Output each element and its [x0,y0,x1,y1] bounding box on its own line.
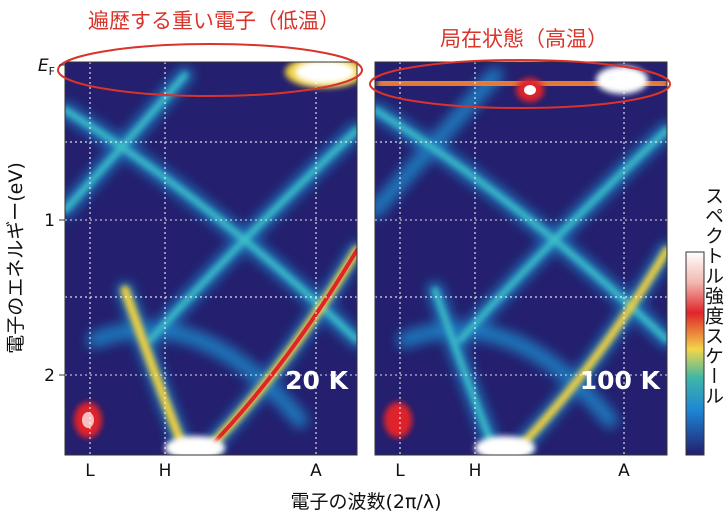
panel-label: 20 K [285,366,349,395]
spectrum-20k [65,56,365,460]
annotation: 遍歴する重い電子（低温） [88,9,340,33]
x-tick-label: H [159,461,172,481]
y-tick-label: EF [38,56,55,78]
x-tick-label: A [310,461,322,481]
y-tick-label: E [38,56,49,76]
x-tick-label: L [85,461,95,481]
panel-label: 100 K [580,366,662,395]
colorbar-label: スペクトル強度スケール [700,186,726,406]
y-axis-label: 電子のエネルギー(eV) [5,162,27,354]
x-tick-label: L [395,461,405,481]
x-axis-label: 電子の波数(2π/λ) [291,491,442,513]
x-tick-label: A [618,461,630,481]
spectrum-100k [375,62,667,460]
chart: 遍歴する重い電子（低温） 局在状態（高温） 20 K 100 K 電子のエネルギ… [0,0,726,522]
x-tick-label: H [469,461,482,481]
y-tick-label: 2 [44,366,55,386]
y-tick-subscript: F [49,65,55,78]
annotation: 局在状態（高温） [440,27,608,51]
y-tick-label: 1 [44,211,55,231]
figure: 遍歴する重い電子（低温） 局在状態（高温） 20 K 100 K 電子のエネルギ… [0,0,726,522]
